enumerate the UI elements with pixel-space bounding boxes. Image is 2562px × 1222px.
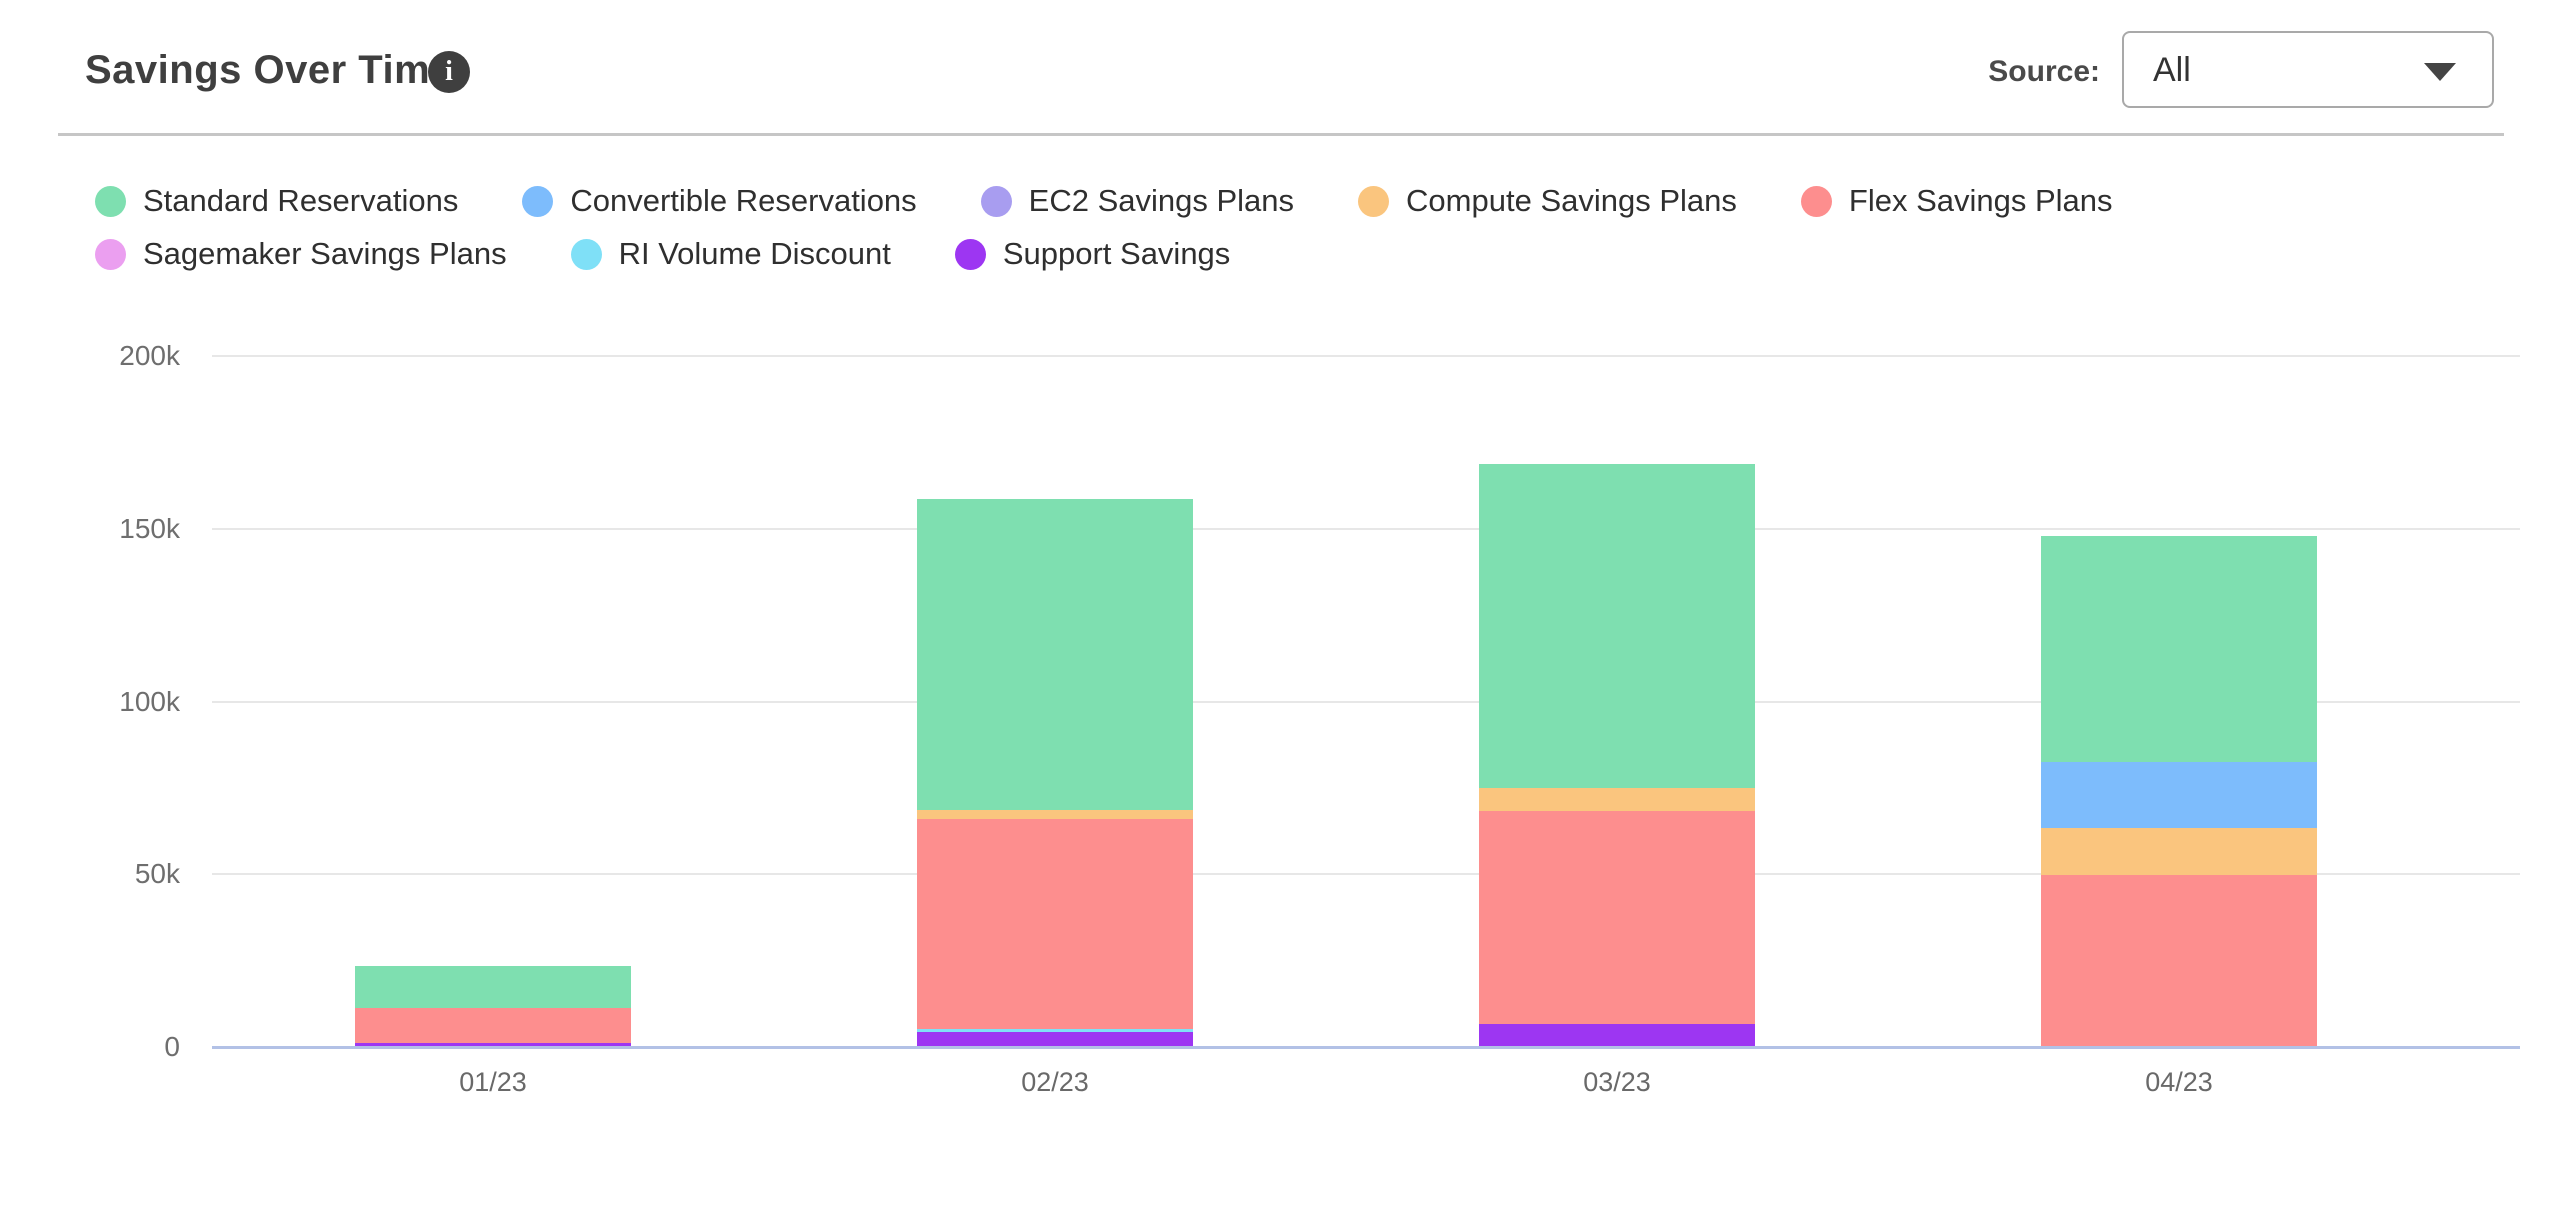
chart-legend: Standard Reservations Convertible Reserva… [95, 183, 2113, 289]
bar-segment[interactable] [2041, 874, 2317, 1047]
legend-label: Flex Savings Plans [1848, 183, 2113, 218]
bar-segment[interactable] [2041, 535, 2317, 762]
page-title: Savings Over Time [85, 48, 453, 92]
legend-color-dot [1358, 185, 1390, 217]
header-divider [58, 133, 2504, 136]
y-gridline [212, 527, 2520, 530]
y-axis-tick-label: 100k [119, 685, 180, 717]
stacked-bar-02-23[interactable] [917, 0, 1193, 1047]
stacked-bar-03-23[interactable] [1479, 0, 1755, 1047]
y-axis-tick-label: 0 [164, 1031, 180, 1062]
panel-header: Savings Over Time i Source: All [0, 0, 2562, 133]
legend-color-dot [95, 185, 126, 217]
stacked-bar-04-23[interactable] [2041, 0, 2317, 1047]
legend-color-dot [522, 185, 554, 217]
x-axis-tick-label: 04/23 [2145, 1067, 2213, 1097]
legend-color-dot [1800, 185, 1832, 217]
info-icon[interactable]: i [428, 51, 470, 93]
legend-label: Support Savings [1002, 236, 1231, 271]
bar-segment[interactable] [355, 1008, 631, 1043]
source-label: Source: [1988, 55, 2100, 88]
legend-color-dot [570, 238, 602, 270]
bar-segment[interactable] [1479, 810, 1755, 1024]
legend-label: EC2 Savings Plans [1028, 183, 1295, 218]
bar-segment[interactable] [2041, 828, 2317, 875]
legend-color-dot [980, 185, 1012, 217]
source-dropdown-value: All [2153, 51, 2191, 89]
bar-segment[interactable] [355, 1042, 631, 1047]
x-axis-tick-label: 03/23 [1583, 1067, 1651, 1097]
x-axis-tick-label: 01/23 [459, 1067, 527, 1097]
bar-segment[interactable] [2041, 761, 2317, 829]
y-gridline [212, 700, 2520, 703]
stacked-bar-01-23[interactable] [355, 0, 631, 1047]
bar-segment[interactable] [355, 965, 631, 1009]
legend-item-ri-volume-discount[interactable]: RI Volume Discount [570, 236, 891, 272]
legend-label: Standard Reservations [143, 183, 459, 218]
legend-label: Convertible Reservations [570, 183, 917, 218]
legend-item-convertible-reservations[interactable]: Convertible Reservations [522, 183, 917, 219]
legend-item-compute-savings-plans[interactable]: Compute Savings Plans [1358, 183, 1737, 219]
y-axis-tick-label: 150k [119, 512, 180, 544]
x-axis-baseline [212, 1046, 2520, 1049]
legend-item-standard-reservations[interactable]: Standard Reservations [95, 183, 458, 219]
x-axis-tick-label: 02/23 [1021, 1067, 1089, 1097]
legend-item-support-savings[interactable]: Support Savings [954, 236, 1231, 272]
bar-segment[interactable] [1479, 788, 1755, 811]
bar-segment[interactable] [917, 1029, 1193, 1033]
bar-segment[interactable] [917, 818, 1193, 1030]
legend-label: RI Volume Discount [618, 236, 891, 271]
y-axis-tick-label: 50k [134, 858, 180, 890]
bar-segment[interactable] [917, 1032, 1193, 1047]
legend-item-sagemaker-savings-plans[interactable]: Sagemaker Savings Plans [95, 236, 507, 272]
legend-color-dot [95, 238, 126, 270]
source-dropdown[interactable]: All [2122, 31, 2494, 108]
bar-segment[interactable] [917, 810, 1193, 819]
bar-segment[interactable] [917, 498, 1193, 811]
legend-item-flex-savings-plans[interactable]: Flex Savings Plans [1800, 183, 2113, 219]
legend-row: Standard Reservations Convertible Reserva… [95, 183, 2113, 219]
bar-segment[interactable] [1479, 1023, 1755, 1047]
y-axis-tick-label: 200k [119, 340, 180, 371]
y-gridline [212, 873, 2520, 876]
legend-label: Compute Savings Plans [1406, 183, 1737, 218]
legend-row: Sagemaker Savings Plans RI Volume Discoun… [95, 236, 2113, 272]
legend-item-ec2-savings-plans[interactable]: EC2 Savings Plans [980, 183, 1295, 219]
legend-label: Sagemaker Savings Plans [143, 236, 507, 271]
y-gridline [212, 355, 2520, 357]
bar-segment[interactable] [1479, 464, 1755, 789]
chevron-down-icon [2424, 63, 2456, 81]
legend-color-dot [954, 238, 986, 270]
